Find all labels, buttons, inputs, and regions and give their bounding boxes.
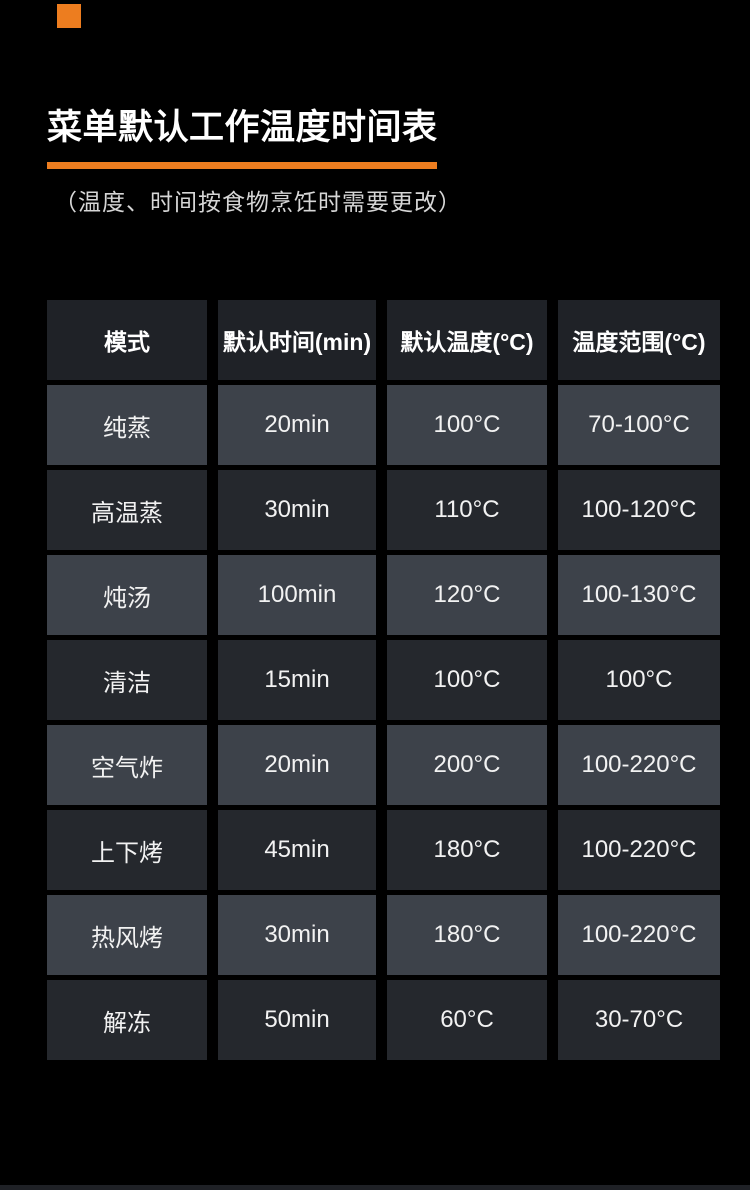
table-cell-time: 20min <box>218 385 376 465</box>
table-cell-range: 70-100°C <box>558 385 720 465</box>
table-cell-temp: 120°C <box>387 555 547 635</box>
accent-square-decoration <box>57 4 81 28</box>
table-cell-temp: 100°C <box>387 385 547 465</box>
column-header-time: 默认时间(min) <box>218 300 376 380</box>
table-cell-range: 30-70°C <box>558 980 720 1060</box>
temperature-time-table: 模式 默认时间(min) 默认温度(°C) 温度范围(°C) 纯蒸 20min … <box>47 300 720 1060</box>
table-cell-range: 100-120°C <box>558 470 720 550</box>
page-subtitle: （温度、时间按食物烹饪时需要更改） <box>54 189 462 215</box>
table-cell-range: 100-220°C <box>558 895 720 975</box>
table-cell-temp: 100°C <box>387 640 547 720</box>
table-cell-mode: 解冻 <box>47 980 207 1060</box>
table-cell-mode: 热风烤 <box>47 895 207 975</box>
table-cell-temp: 180°C <box>387 810 547 890</box>
title-underline <box>47 162 437 169</box>
table-cell-mode: 纯蒸 <box>47 385 207 465</box>
column-header-temp: 默认温度(°C) <box>387 300 547 380</box>
table-cell-range: 100-220°C <box>558 725 720 805</box>
table-cell-time: 100min <box>218 555 376 635</box>
table-cell-time: 50min <box>218 980 376 1060</box>
column-header-range: 温度范围(°C) <box>558 300 720 380</box>
bottom-strip <box>0 1185 750 1190</box>
table-cell-mode: 上下烤 <box>47 810 207 890</box>
table-cell-time: 30min <box>218 470 376 550</box>
table-cell-mode: 高温蒸 <box>47 470 207 550</box>
table-cell-temp: 180°C <box>387 895 547 975</box>
table-cell-mode: 空气炸 <box>47 725 207 805</box>
table-cell-range: 100-220°C <box>558 810 720 890</box>
table-cell-temp: 110°C <box>387 470 547 550</box>
table-cell-mode: 清洁 <box>47 640 207 720</box>
table-cell-temp: 200°C <box>387 725 547 805</box>
table-cell-range: 100°C <box>558 640 720 720</box>
table-cell-temp: 60°C <box>387 980 547 1060</box>
table-cell-time: 20min <box>218 725 376 805</box>
table-cell-time: 15min <box>218 640 376 720</box>
column-header-mode: 模式 <box>47 300 207 380</box>
table-cell-time: 30min <box>218 895 376 975</box>
table-cell-mode: 炖汤 <box>47 555 207 635</box>
table-cell-range: 100-130°C <box>558 555 720 635</box>
table-cell-time: 45min <box>218 810 376 890</box>
page-title: 菜单默认工作温度时间表 <box>47 108 438 147</box>
